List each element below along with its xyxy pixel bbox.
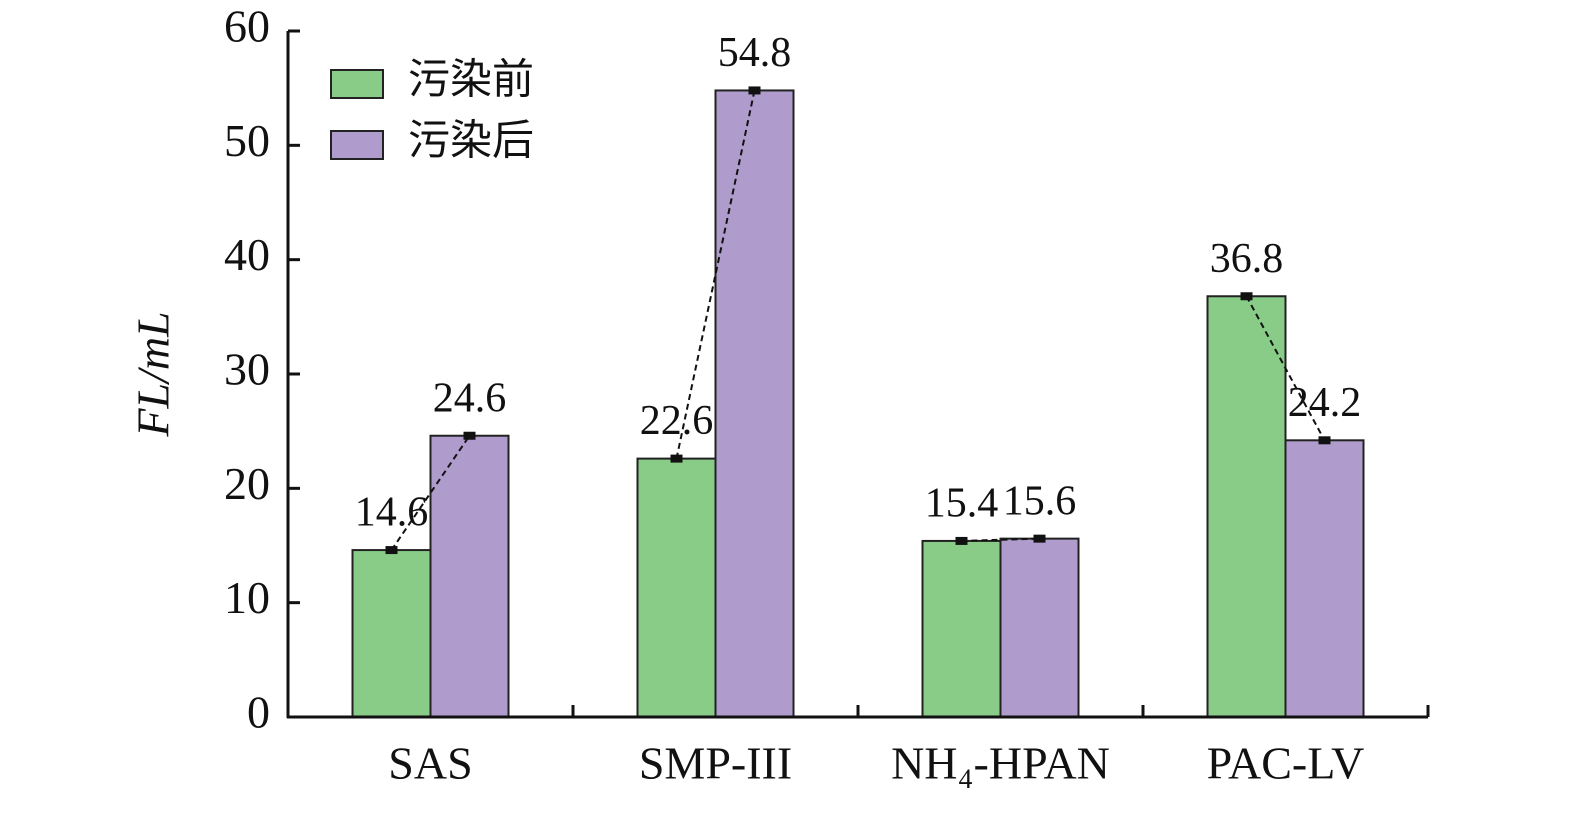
point-marker: [955, 536, 968, 545]
bar: [351, 549, 432, 718]
legend-swatch: [330, 69, 384, 99]
connect-line: [675, 90, 756, 459]
bar: [636, 457, 717, 718]
y-tick-label: 60: [224, 1, 270, 52]
legend-label: 污染后: [408, 119, 534, 165]
point-marker: [748, 86, 761, 95]
bar: [714, 89, 795, 719]
point-marker: [670, 454, 683, 463]
legend-swatch: [330, 130, 384, 160]
point-marker: [1033, 534, 1046, 543]
y-tick-label: 40: [224, 229, 270, 280]
y-tick-label: 10: [224, 572, 270, 623]
connect-line: [1245, 295, 1326, 441]
value-label: 54.8: [718, 30, 792, 76]
bar: [999, 537, 1080, 719]
legend-label: 污染前: [408, 58, 534, 104]
y-tick-label: 20: [224, 458, 270, 509]
bar: [1206, 295, 1287, 718]
y-tick-label: 50: [224, 115, 270, 166]
point-marker: [385, 546, 398, 555]
value-label: 15.4: [925, 481, 999, 527]
y-axis-label: FL/mL: [128, 311, 179, 437]
point-marker: [1318, 436, 1331, 445]
x-tick-label: SAS: [388, 738, 472, 789]
value-label: 24.6: [433, 375, 507, 421]
bar: [429, 434, 510, 718]
value-label: 15.6: [1003, 478, 1077, 524]
value-label: 22.6: [640, 398, 714, 444]
connect-line: [390, 435, 471, 551]
value-label: 36.8: [1210, 236, 1284, 282]
x-tick-label: NH₄-HPAN: [891, 738, 1110, 789]
value-label: 24.2: [1288, 380, 1362, 426]
bar: [921, 539, 1002, 719]
point-marker: [1240, 292, 1253, 301]
bar: [1284, 439, 1365, 718]
connect-line: [961, 537, 1040, 542]
x-tick-label: SMP-III: [639, 738, 792, 789]
x-tick-label: PAC-LV: [1207, 738, 1365, 789]
y-tick-label: 30: [224, 344, 270, 395]
point-marker: [463, 431, 476, 440]
y-tick-label: 0: [247, 687, 270, 738]
